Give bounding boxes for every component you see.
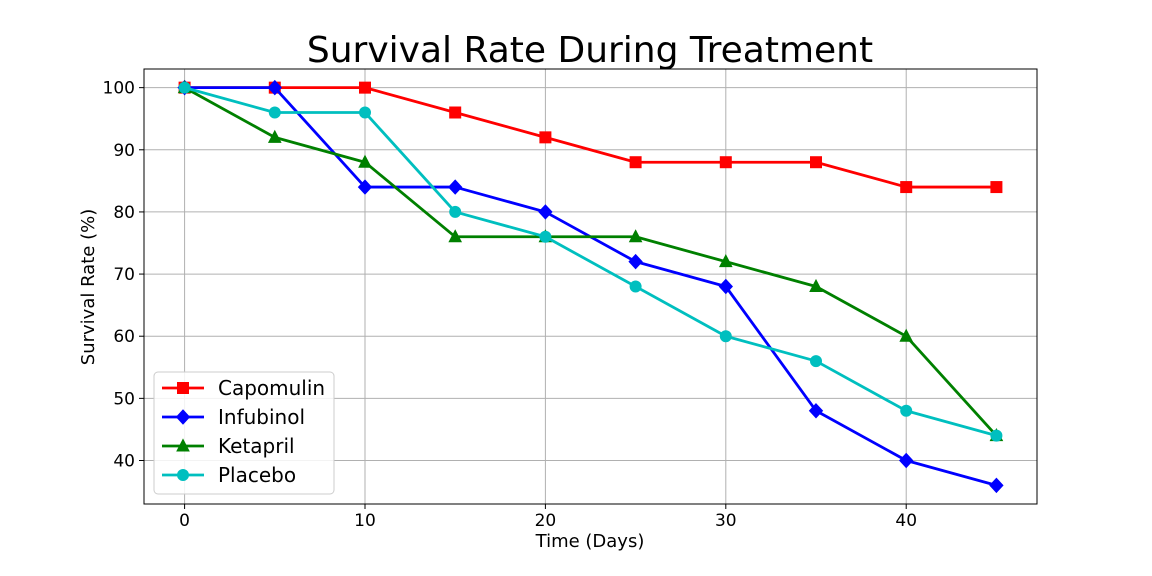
x-tick-label: 40 [895,511,917,531]
y-axis-label: Survival Rate (%) [78,209,99,365]
data-point-capomulin [359,82,370,93]
y-tick-label: 80 [113,203,135,223]
data-point-placebo [630,281,641,292]
data-point-placebo [901,405,912,416]
series-line-capomulin [185,88,997,187]
chart-title: Survival Rate During Treatment [307,30,873,71]
legend-marker-capomulin [178,383,189,394]
data-point-capomulin [991,182,1002,193]
data-point-infubinol [539,205,552,219]
data-point-capomulin [450,107,461,118]
data-point-infubinol [629,255,642,269]
y-tick-label: 50 [113,389,135,409]
data-point-placebo [991,430,1002,441]
data-point-placebo [179,82,190,93]
data-point-capomulin [811,157,822,168]
data-point-capomulin [901,182,912,193]
data-point-infubinol [449,180,462,194]
y-tick-label: 100 [103,79,135,99]
legend: Capomulin Infubinol Ketapril Placebo [154,372,334,494]
x-tick-label: 30 [715,511,737,531]
y-tick-label: 60 [113,327,135,347]
data-point-placebo [540,231,551,242]
data-point-capomulin [720,157,731,168]
data-point-infubinol [990,478,1003,492]
data-point-capomulin [630,157,641,168]
legend-label-capomulin: Capomulin [218,376,325,400]
data-point-infubinol [900,454,913,468]
data-point-placebo [720,331,731,342]
data-point-placebo [811,356,822,367]
series-capomulin [179,82,1002,192]
legend-label-ketapril: Ketapril [218,434,295,458]
y-tick-label: 90 [113,141,135,161]
legend-marker-placebo [178,470,189,481]
legend-label-placebo: Placebo [218,463,296,487]
legend-label-infubinol: Infubinol [218,405,305,429]
y-tick-label: 70 [113,265,135,285]
y-tick-label: 40 [113,452,135,472]
data-point-placebo [359,107,370,118]
data-point-placebo [450,206,461,217]
data-point-capomulin [540,132,551,143]
x-tick-label: 10 [354,511,376,531]
x-tick-label: 0 [179,511,190,531]
x-axis-label: Time (Days) [535,531,645,552]
data-point-placebo [269,107,280,118]
x-tick-label: 20 [535,511,557,531]
